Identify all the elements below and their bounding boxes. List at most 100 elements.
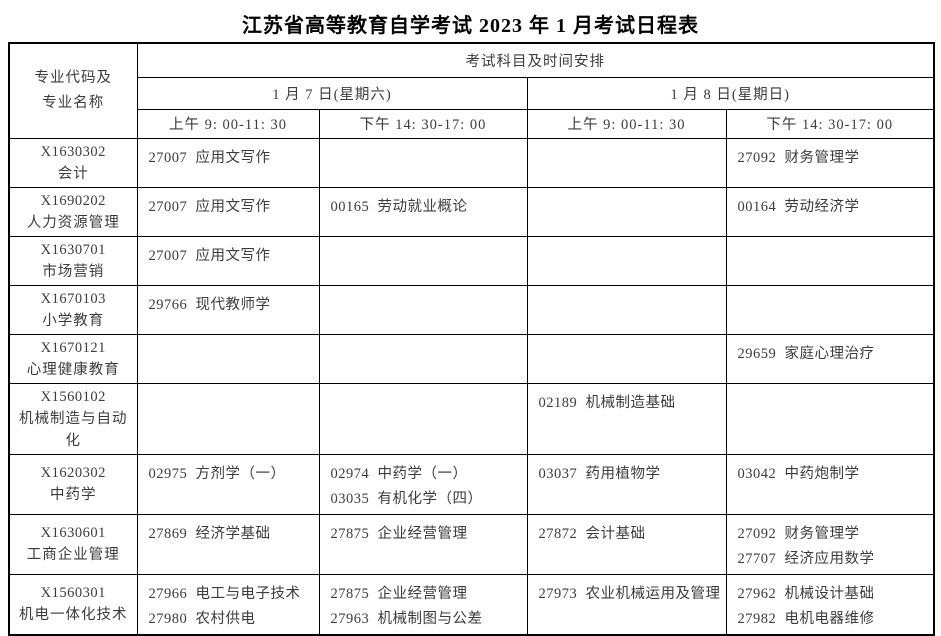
major-cell: X1670121 心理健康教育 <box>8 333 138 384</box>
course-cell <box>725 284 935 335</box>
major-name: 工商企业管理 <box>26 547 120 563</box>
course-cell: 27962 机械设计基础 27982 电机电器维修 <box>725 573 935 635</box>
major-name: 人力资源管理 <box>26 214 120 231</box>
table-header: 专业代码及 专业名称 考试科目及时间安排 1 月 7 日(星期六) 1 月 8 … <box>8 42 935 139</box>
course-cell: 27007 应用文写作 <box>136 235 320 286</box>
course-entry: 27980 农村供电 <box>148 610 256 627</box>
major-code: X1560301 <box>40 585 106 601</box>
course-cell <box>526 235 727 286</box>
major-cell: X1630302 会计 <box>8 137 138 188</box>
column-header-day-jan7: 1 月 7 日(星期六) <box>136 76 528 110</box>
course-cell <box>725 382 935 455</box>
course-entry: 27869 经济学基础 <box>148 525 271 542</box>
major-code: X1630601 <box>40 525 106 541</box>
course-entry: 27966 电工与电子技术 <box>148 585 301 602</box>
table-row: X1690202 人力资源管理 27007 应用文写作 00165 劳动就业概论 001… <box>8 186 935 237</box>
course-cell: 02189 机械制造基础 <box>526 382 727 455</box>
course-cell <box>526 333 727 384</box>
major-code: X1630302 <box>40 143 106 160</box>
course-cell: 27092 财务管理学 27707 经济应用数学 <box>725 513 935 575</box>
course-cell: 02975 方剂学（一） <box>136 453 320 515</box>
table-row: X1620302 中药学 02975 方剂学（一） 02974 中药学（一） 03035… <box>8 453 935 515</box>
major-name: 小学教育 <box>42 312 105 329</box>
page-title: 江苏省高等教育自学考试 2023 年 1 月考试日程表 <box>242 15 699 37</box>
table-row: X1630701 市场营销 27007 应用文写作 <box>8 235 935 286</box>
major-code: X1670121 <box>40 339 106 356</box>
major-name: 会计 <box>57 165 89 182</box>
major-cell: X1670103 小学教育 <box>8 284 138 335</box>
header-row-times: 上午 9: 00-11: 30 下午 14: 30-17: 00 上午 9: 0… <box>9 108 935 139</box>
course-entry: 27963 机械制图与公差 <box>330 610 483 627</box>
column-header-day-jan8: 1 月 8 日(星期日) <box>526 76 935 110</box>
major-cell: X1630701 市场营销 <box>8 235 138 286</box>
course-cell <box>318 284 528 335</box>
course-entry: 03035 有机化学（四） <box>330 490 483 507</box>
course-entry: 27962 机械设计基础 <box>737 585 875 602</box>
course-cell: 00164 劳动经济学 <box>725 186 935 237</box>
course-entry: 02975 方剂学（一） <box>148 465 286 482</box>
table-row: X1630302 会计 27007 应用文写作 27092 财务管理学 <box>8 137 935 188</box>
course-entry: 27973 农业机械运用及管理 <box>538 585 721 602</box>
course-entry: 02189 机械制造基础 <box>538 394 676 411</box>
major-name: 机械制造与自动化 <box>19 410 128 449</box>
major-code: X1620302 <box>40 465 106 481</box>
major-name: 中药学 <box>50 487 97 503</box>
course-entry: 27875 企业经营管理 <box>330 525 468 542</box>
course-cell <box>318 333 528 384</box>
course-entry: 03042 中药炮制学 <box>737 465 860 482</box>
course-entry: 27092 财务管理学 <box>737 525 860 542</box>
course-entry: 02974 中药学（一） <box>330 465 468 482</box>
major-code: X1690202 <box>40 192 106 209</box>
major-name: 机电一体化技术 <box>19 607 128 623</box>
course-cell: 27872 会计基础 <box>526 513 727 575</box>
course-cell: 29659 家庭心理治疗 <box>725 333 935 384</box>
column-header-jan8-morning: 上午 9: 00-11: 30 <box>526 108 727 139</box>
course-entry: 29766 现代教师学 <box>148 296 271 313</box>
course-entry: 27092 财务管理学 <box>737 149 860 166</box>
course-entry: 29659 家庭心理治疗 <box>737 345 875 362</box>
course-cell <box>136 382 320 455</box>
table-row: X1670121 心理健康教育 29659 家庭心理治疗 <box>8 333 935 384</box>
course-entry: 27007 应用文写作 <box>148 149 271 166</box>
course-cell: 27875 企业经营管理 27963 机械制图与公差 <box>318 573 528 635</box>
course-entry: 27872 会计基础 <box>538 525 646 542</box>
column-header-major-code-name: 专业代码及 专业名称 <box>8 42 138 139</box>
course-cell: 03037 药用植物学 <box>526 453 727 515</box>
course-cell <box>526 186 727 237</box>
course-entry: 27007 应用文写作 <box>148 198 271 215</box>
major-cell: X1620302 中药学 <box>8 453 138 515</box>
course-cell <box>318 137 528 188</box>
table-row: X1630601 工商企业管理 27869 经济学基础 27875 企业经营管理 278… <box>8 513 935 575</box>
course-entry: 27707 经济应用数学 <box>737 550 875 567</box>
table-body: X1630302 会计 27007 应用文写作 27092 财务管理学 X1690202… <box>8 137 935 635</box>
major-cell: X1560102 机械制造与自动化 <box>8 382 138 455</box>
table-row: X1670103 小学教育 29766 现代教师学 <box>8 284 935 335</box>
course-cell: 29766 现代教师学 <box>136 284 320 335</box>
column-header-jan7-afternoon: 下午 14: 30-17: 00 <box>318 108 528 139</box>
header-row-subjects: 专业代码及 专业名称 考试科目及时间安排 <box>8 42 935 139</box>
column-header-jan7-morning: 上午 9: 00-11: 30 <box>136 108 320 139</box>
table-row: X1560301 机电一体化技术 27966 电工与电子技术 27980 农村供电 27… <box>8 573 935 635</box>
column-header-subjects-and-times: 考试科目及时间安排 <box>136 42 935 78</box>
course-cell <box>526 284 727 335</box>
column-header-jan8-afternoon: 下午 14: 30-17: 00 <box>725 108 935 139</box>
course-cell: 27869 经济学基础 <box>136 513 320 575</box>
major-name: 心理健康教育 <box>26 361 120 378</box>
major-code: X1670103 <box>40 290 106 307</box>
major-cell: X1560301 机电一体化技术 <box>8 573 138 635</box>
major-code: X1560102 <box>40 388 106 405</box>
course-cell: 27966 电工与电子技术 27980 农村供电 <box>136 573 320 635</box>
course-cell: 03042 中药炮制学 <box>725 453 935 515</box>
course-cell <box>526 137 727 188</box>
course-cell: 00165 劳动就业概论 <box>318 186 528 237</box>
major-cell: X1630601 工商企业管理 <box>8 513 138 575</box>
header-row-days: 1 月 7 日(星期六) 1 月 8 日(星期日) <box>9 76 935 110</box>
course-entry: 27875 企业经营管理 <box>330 585 468 602</box>
course-entry: 03037 药用植物学 <box>538 465 661 482</box>
course-entry: 00165 劳动就业概论 <box>330 198 468 215</box>
course-cell: 27973 农业机械运用及管理 <box>526 573 727 635</box>
course-cell: 27007 应用文写作 <box>136 137 320 188</box>
major-name: 市场营销 <box>42 263 105 280</box>
course-cell: 27007 应用文写作 <box>136 186 320 237</box>
